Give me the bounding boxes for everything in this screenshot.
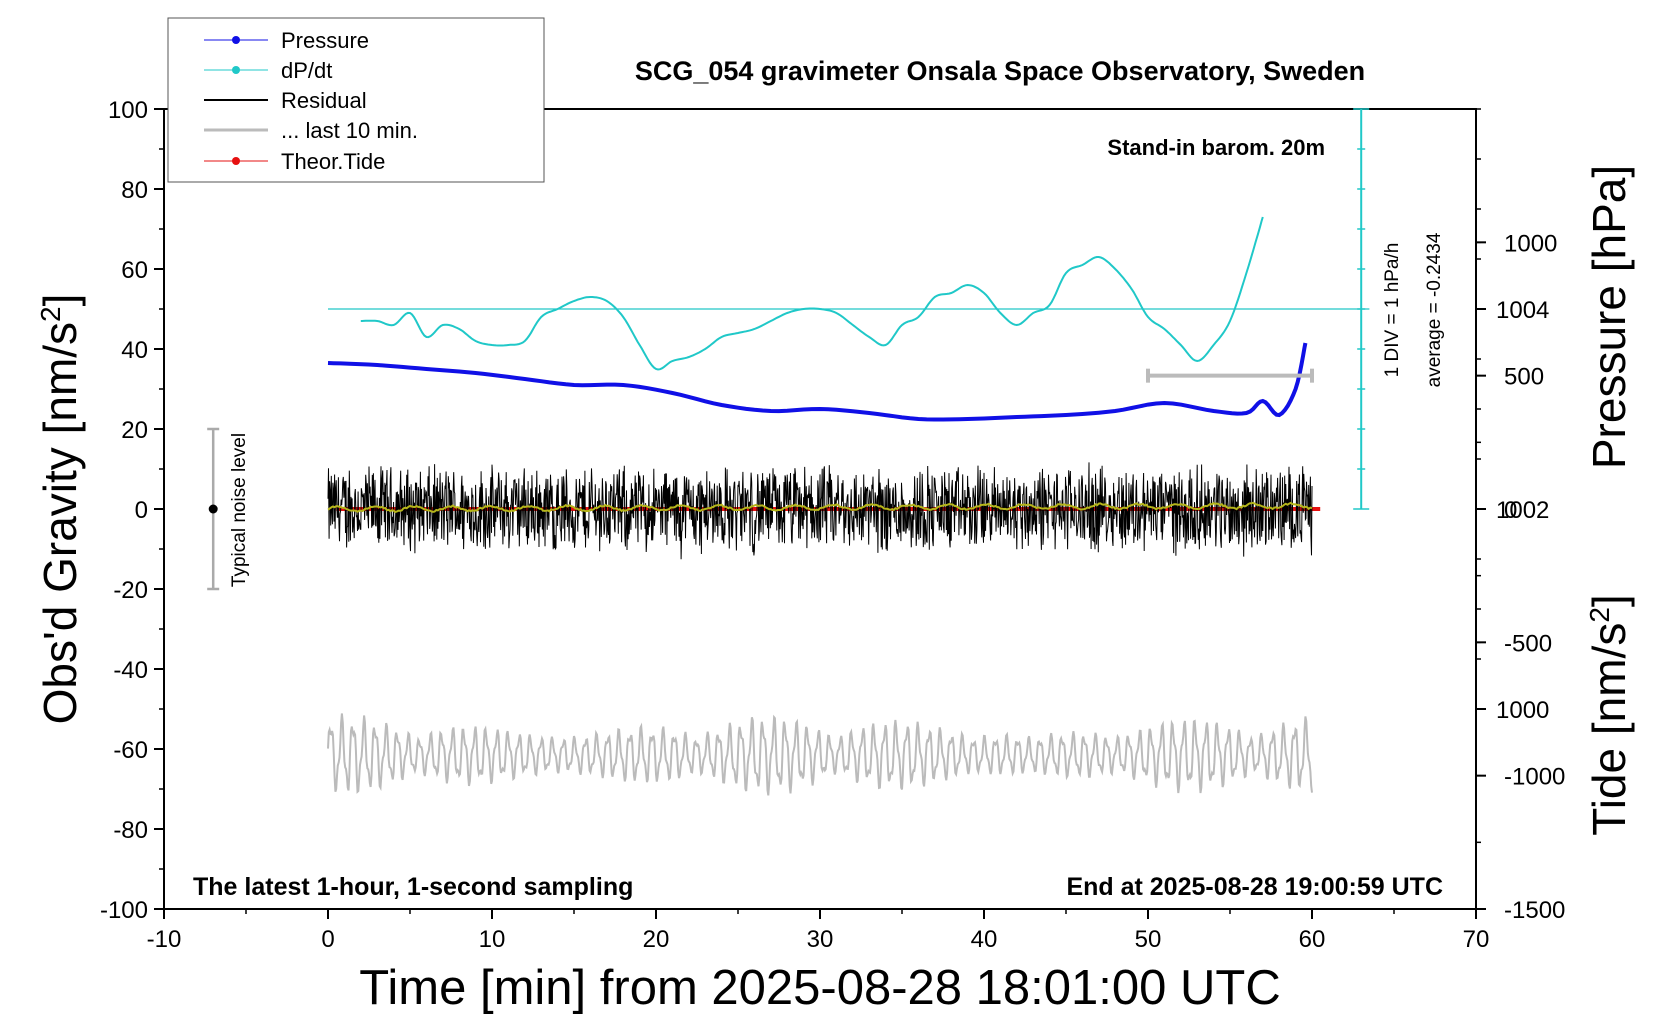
pressure-tick-label: 1000 bbox=[1496, 697, 1549, 724]
y-tick-label: 60 bbox=[121, 257, 148, 284]
scale-average-note: average = -0.2434 bbox=[1424, 232, 1445, 387]
dpdt-line bbox=[360, 216, 1264, 371]
y-axis-title-gravity-sup: 2 bbox=[35, 306, 66, 322]
pressure-line bbox=[327, 342, 1308, 422]
residual-line bbox=[327, 462, 1313, 560]
residual-series bbox=[327, 462, 1313, 560]
legend: Pressure dP/dt Residual ... last 10 min.… bbox=[167, 17, 545, 183]
pressure-series bbox=[327, 342, 1308, 422]
scale-div-note: 1 DIV = 1 hPa/h bbox=[1382, 243, 1403, 378]
noise-bar-dot bbox=[208, 504, 218, 514]
y-tick-label: 80 bbox=[121, 177, 148, 204]
x-tick-label: 0 bbox=[321, 926, 334, 953]
end-time-note: End at 2025-08-28 19:00:59 UTC bbox=[1066, 873, 1443, 901]
y-axis-title-gravity: Obs'd Gravity [nm/s2] bbox=[34, 294, 86, 725]
last10-line bbox=[327, 713, 1313, 796]
chart-title: SCG_054 gravimeter Onsala Space Observat… bbox=[635, 56, 1365, 86]
noise-level-bar bbox=[207, 427, 220, 591]
residual-smoothed-line bbox=[327, 501, 1313, 514]
x-tick-label: 20 bbox=[643, 926, 670, 953]
y-axis-pressure: 1004 1002 1000 bbox=[1476, 108, 1549, 724]
tide-tick-label: -1500 bbox=[1504, 897, 1565, 924]
pressure-tick-label: 1002 bbox=[1496, 497, 1549, 524]
x-axis-title: Time [min] from 2025-08-28 18:01:00 UTC bbox=[359, 961, 1280, 1015]
tide-tick-label: 1000 bbox=[1504, 230, 1557, 257]
y-axis-title-tide-tail: ] bbox=[1583, 594, 1635, 607]
legend-entry-dpdt: dP/dt bbox=[204, 58, 332, 83]
y-axis-title-gravity-main: Obs'd Gravity [nm/s bbox=[34, 322, 86, 724]
x-tick-label: -10 bbox=[147, 926, 182, 953]
y-axis-title-tide-main: Tide [nm/s bbox=[1583, 623, 1635, 836]
y-tick-label: -40 bbox=[113, 657, 148, 684]
x-tick-label: 30 bbox=[807, 926, 834, 953]
y-tick-label: 20 bbox=[121, 417, 148, 444]
last10-series bbox=[327, 713, 1313, 796]
x-tick-label: 50 bbox=[1135, 926, 1162, 953]
legend-label-last10: ... last 10 min. bbox=[281, 118, 418, 143]
y-axis-title-tide-sup: 2 bbox=[1584, 607, 1615, 623]
legend-label-residual: Residual bbox=[281, 88, 367, 113]
y-axis-gravity: 100 80 60 40 20 0 -20 -40 -60 -80 -100 bbox=[100, 97, 164, 924]
pressure-tick-label: 1004 bbox=[1496, 297, 1549, 324]
legend-label-pressure: Pressure bbox=[281, 28, 369, 53]
legend-entry-last10: ... last 10 min. bbox=[204, 118, 418, 143]
x-axis: -10 0 10 20 30 40 50 60 70 bbox=[147, 909, 1490, 953]
y-tick-label: -60 bbox=[113, 737, 148, 764]
legend-entry-tide: Theor.Tide bbox=[204, 149, 385, 174]
y-tick-label: -80 bbox=[113, 817, 148, 844]
tide-tick-label: -1000 bbox=[1504, 764, 1565, 791]
y-axis-title-gravity-tail: ] bbox=[34, 294, 86, 307]
noise-level-label: Typical noise level bbox=[229, 433, 250, 587]
legend-label-dpdt: dP/dt bbox=[281, 58, 332, 83]
x-tick-label: 40 bbox=[971, 926, 998, 953]
x-tick-label: 10 bbox=[479, 926, 506, 953]
y-axis-title-pressure: Pressure [hPa] bbox=[1583, 165, 1635, 469]
y-tick-label: 0 bbox=[135, 497, 148, 524]
y-tick-label: -100 bbox=[100, 897, 148, 924]
stand-in-barometer-note: Stand-in barom. 20m bbox=[1107, 135, 1325, 160]
sampling-note: The latest 1-hour, 1-second sampling bbox=[193, 873, 633, 901]
legend-entry-pressure: Pressure bbox=[204, 28, 369, 53]
dpdt-scale bbox=[1353, 108, 1370, 510]
tide-tick-label: 500 bbox=[1504, 364, 1544, 391]
tide-tick-label: -500 bbox=[1504, 630, 1552, 657]
x-tick-label: 60 bbox=[1299, 926, 1326, 953]
legend-label-tide: Theor.Tide bbox=[281, 149, 385, 174]
y-tick-label: 100 bbox=[108, 97, 148, 124]
y-axis-title-tide: Tide [nm/s2] bbox=[1583, 594, 1635, 835]
dpdt-series bbox=[328, 216, 1370, 371]
residual-smoothed-series bbox=[327, 501, 1313, 514]
y-tick-label: -20 bbox=[113, 577, 148, 604]
tide-tick-label: 0 bbox=[1504, 497, 1517, 524]
y-axis-tide: 1000 500 0 -500 -1000 -1500 bbox=[1476, 230, 1565, 924]
last10-bar bbox=[1146, 368, 1314, 383]
legend-entry-residual: Residual bbox=[204, 88, 367, 113]
x-tick-label: 70 bbox=[1463, 926, 1490, 953]
y-tick-label: 40 bbox=[121, 337, 148, 364]
